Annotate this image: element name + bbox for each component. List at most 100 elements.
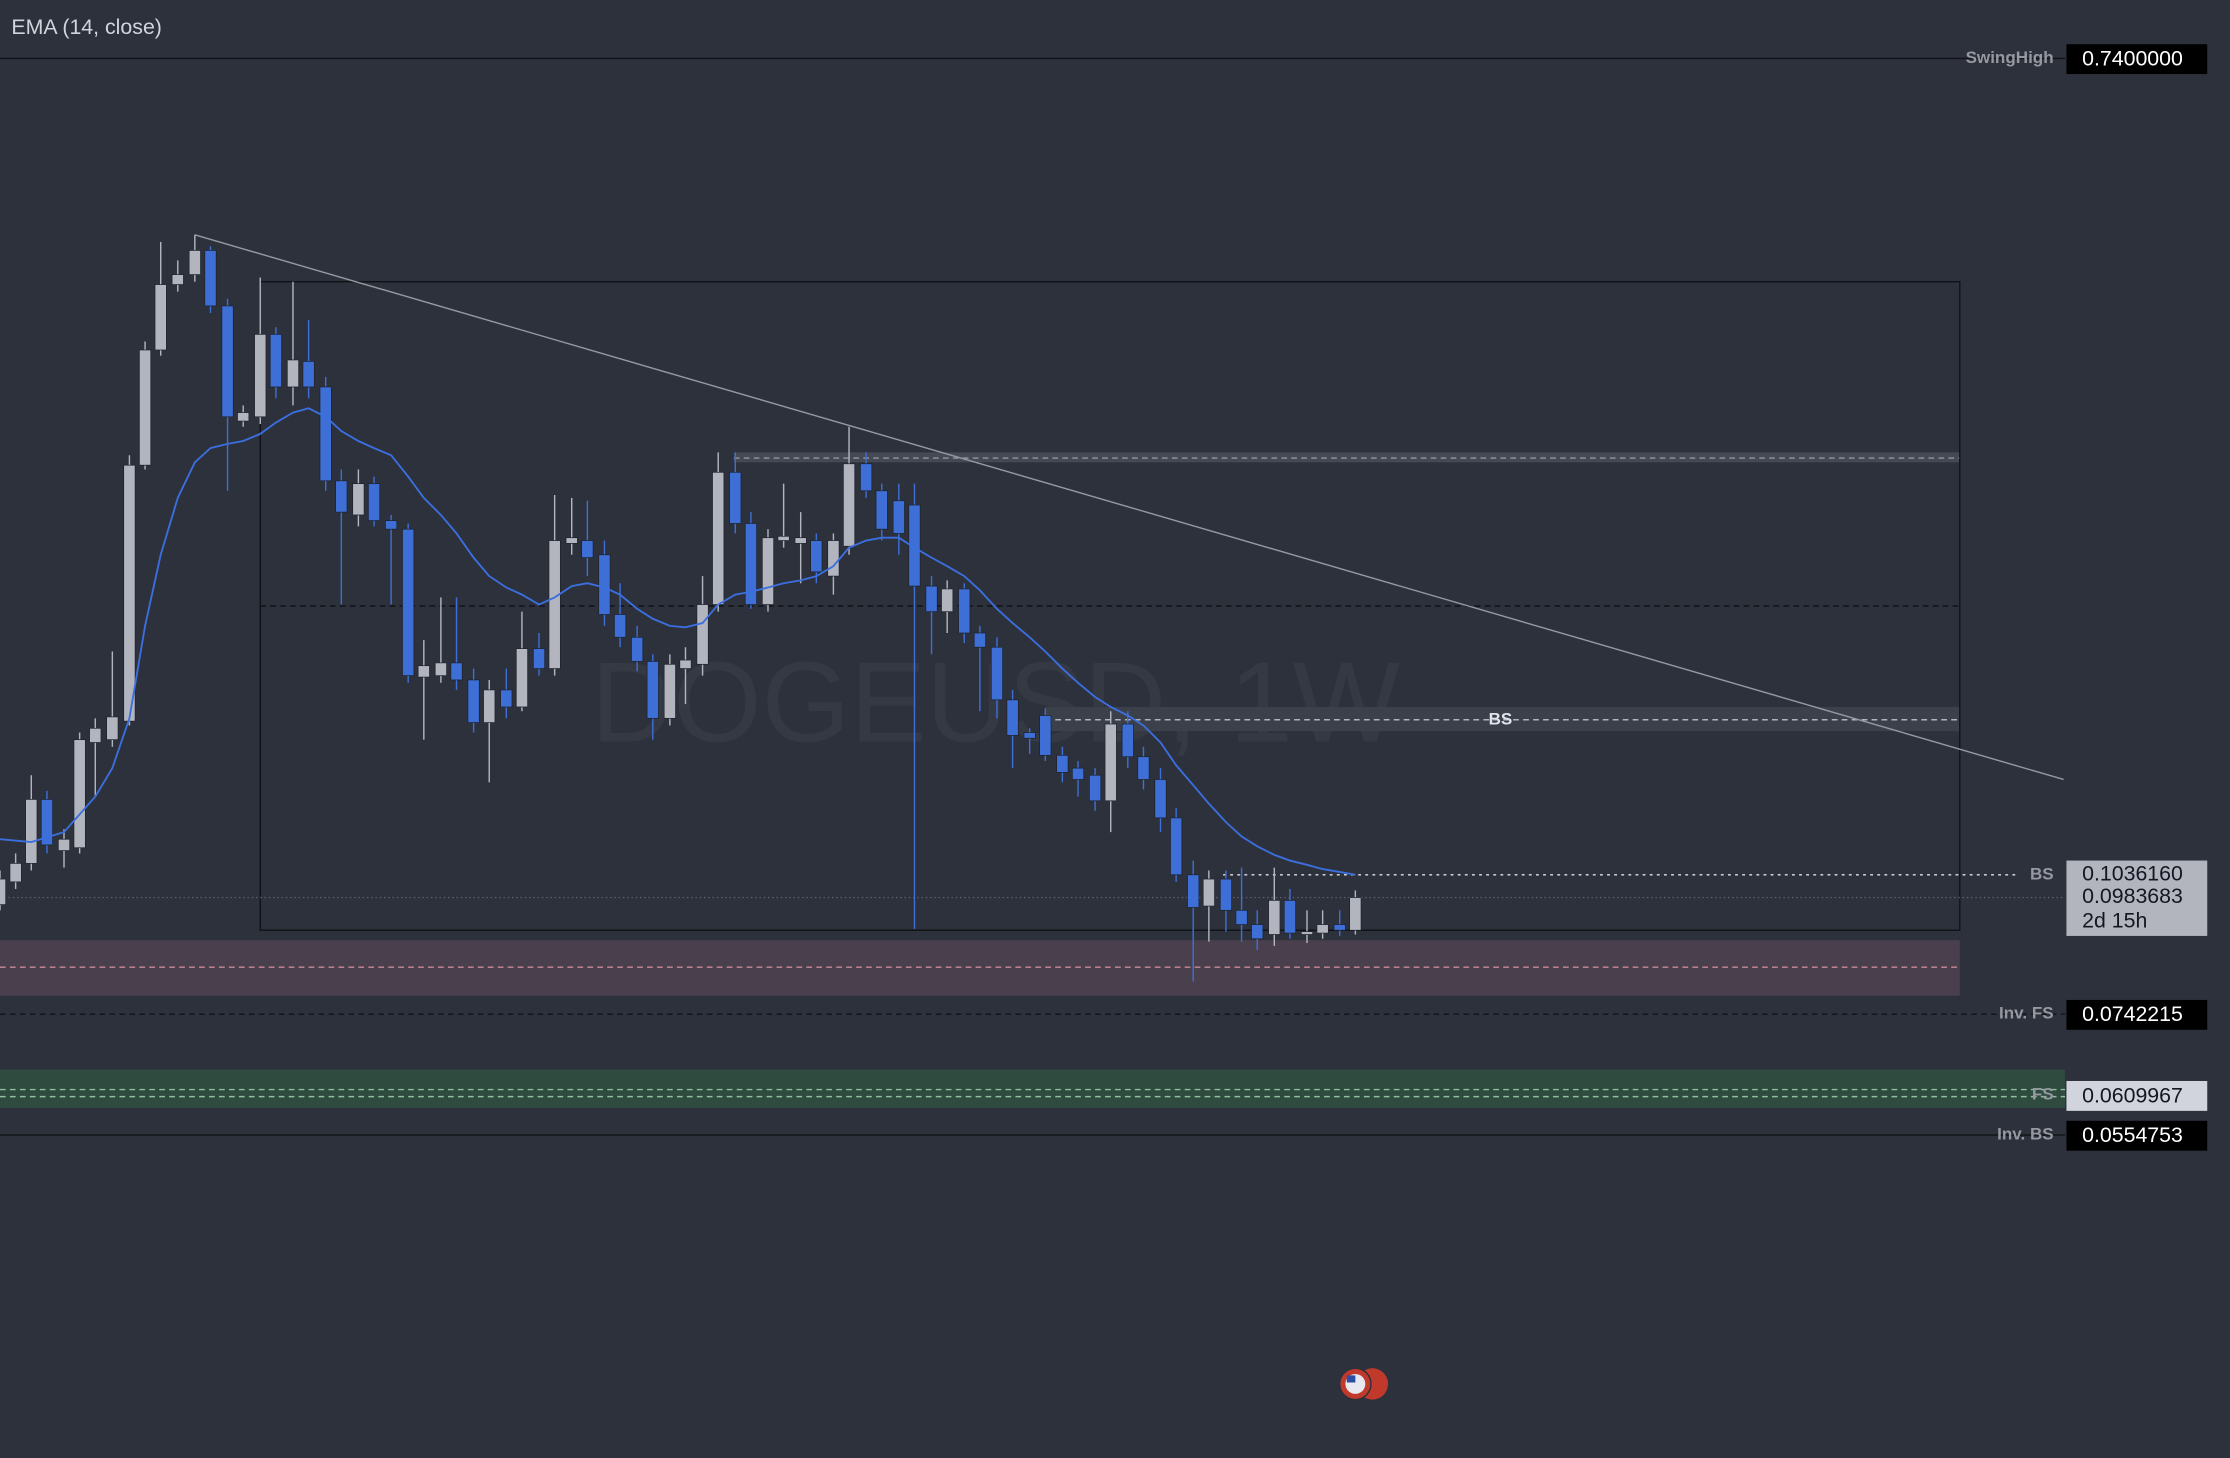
candle-body — [254, 333, 267, 418]
candle-body — [827, 540, 840, 577]
candle-body — [450, 662, 463, 681]
candle-body — [1089, 774, 1102, 802]
candle-body — [1170, 817, 1183, 876]
candle-body — [696, 604, 709, 665]
candle-body — [1137, 756, 1150, 780]
candle-body — [646, 661, 659, 719]
candle-body — [860, 463, 873, 492]
level-tag: BS — [2030, 864, 2054, 883]
candle-body — [1006, 699, 1019, 736]
candle-body — [990, 646, 1004, 701]
candle-body — [532, 648, 546, 669]
candle-body — [269, 333, 282, 388]
candle-body — [958, 588, 971, 634]
candle-body — [631, 636, 644, 662]
candle-body — [1039, 715, 1052, 756]
candle-body — [335, 480, 348, 513]
candle-body — [1071, 767, 1085, 780]
candle-body — [925, 585, 938, 613]
candle-body — [385, 520, 398, 530]
flag-canton[interactable] — [1346, 1375, 1356, 1383]
trendline — [194, 234, 2064, 781]
candle-body — [941, 588, 954, 613]
candle-body — [204, 250, 217, 307]
price-box — [2066, 1080, 2208, 1111]
candle-body — [729, 471, 742, 524]
current-price: 0.0983683 — [2082, 884, 2183, 908]
candle-body — [139, 349, 152, 466]
candle-body — [1268, 900, 1281, 935]
candle-body — [106, 716, 119, 741]
candle-body — [892, 500, 905, 534]
candle-body — [1251, 924, 1264, 940]
candles — [0, 234, 1362, 982]
price-box — [2066, 999, 2208, 1030]
level-tag: SwingHigh — [1966, 48, 2054, 67]
price-label: 0.0609967 — [2082, 1083, 2183, 1107]
candle-body — [286, 359, 300, 388]
price-box — [2066, 44, 2208, 75]
candle-body — [367, 483, 381, 522]
candle-body — [500, 689, 513, 708]
candle-body — [1316, 924, 1329, 934]
candle-body — [761, 537, 775, 605]
candle-body — [1104, 723, 1117, 802]
candle-body — [1283, 900, 1296, 934]
price-label: 0.7400000 — [2082, 46, 2183, 70]
candle-body — [0, 878, 7, 905]
candle-body — [1202, 878, 1215, 907]
candle-body — [188, 250, 201, 275]
candle-body — [352, 483, 365, 516]
price-box — [2066, 1120, 2208, 1151]
candle-body — [1235, 909, 1248, 925]
candle-body — [794, 537, 807, 544]
candle-body — [1300, 931, 1314, 935]
price-label: 0.0742215 — [2082, 1002, 2183, 1026]
ema-line — [0, 407, 1356, 876]
candle-body — [777, 535, 790, 541]
candle-body — [810, 540, 823, 573]
candle-body — [1333, 924, 1346, 931]
candle-body — [679, 659, 692, 669]
candle-body — [402, 528, 415, 677]
price-label: 0.0554753 — [2082, 1123, 2183, 1147]
candle-body — [123, 464, 136, 722]
candle-body — [598, 554, 611, 615]
candle-body — [875, 490, 888, 530]
candle-body — [712, 471, 725, 605]
candle-body — [417, 665, 430, 678]
candle-body — [467, 679, 480, 723]
level-tag: Inv. BS — [1997, 1125, 2054, 1144]
candle-body — [73, 739, 86, 849]
flag-icon[interactable] — [1338, 1367, 1389, 1401]
candle-body — [565, 537, 578, 544]
candle-body — [25, 799, 38, 864]
level-tag: FS — [2032, 1085, 2054, 1104]
candle-body — [237, 412, 250, 422]
candle-body — [221, 305, 234, 418]
candle-body — [302, 361, 315, 388]
indicator-label: EMA (14, close) — [11, 15, 162, 39]
candle-body — [40, 799, 53, 846]
candle-body — [154, 284, 167, 351]
price-box — [2066, 860, 2208, 936]
candle-body — [515, 648, 528, 708]
candle-body — [1056, 754, 1069, 773]
candle-body — [744, 523, 757, 605]
candle-body — [548, 540, 561, 669]
countdown: 2d 15h — [2082, 908, 2147, 932]
candle-body — [1187, 874, 1200, 908]
candle-body — [1121, 723, 1134, 758]
candle-body — [319, 386, 332, 482]
candle-body — [1154, 779, 1167, 819]
candle-body — [843, 463, 856, 547]
level-tag: Inv. FS — [1999, 1004, 2054, 1023]
candle-body — [89, 727, 102, 743]
candle-body — [434, 662, 447, 677]
candle-body — [908, 504, 921, 587]
candle-body — [1219, 878, 1232, 911]
candle-body — [171, 274, 184, 285]
candle-body — [973, 632, 986, 648]
